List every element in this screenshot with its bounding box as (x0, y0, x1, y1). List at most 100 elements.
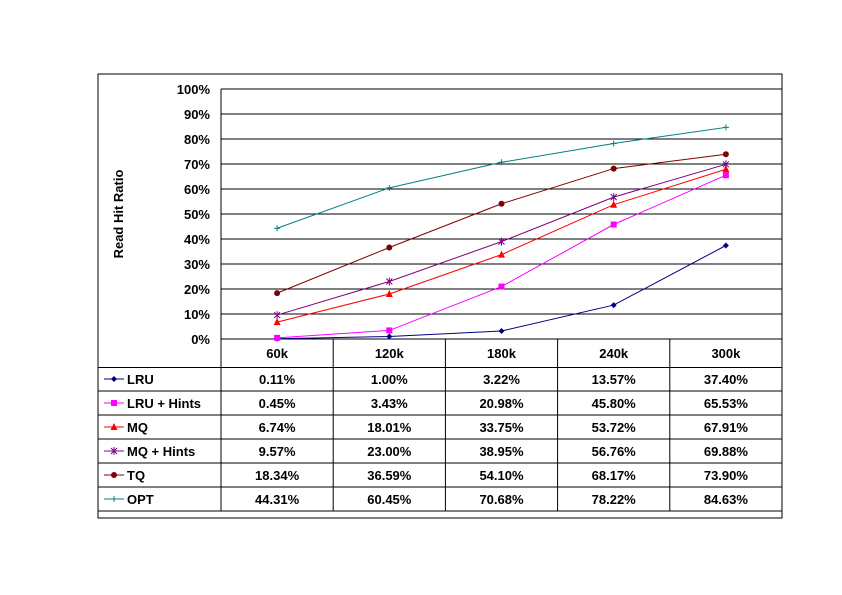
series-mq (273, 165, 730, 326)
data-point (610, 221, 617, 228)
legend-marker (111, 472, 117, 478)
data-point (722, 242, 729, 249)
x-tick-label: 60k (266, 346, 288, 361)
series-line (277, 245, 727, 340)
data-point (386, 327, 393, 334)
data-point (274, 290, 281, 297)
legend-marker (110, 447, 118, 455)
data-label: 44.31% (255, 492, 300, 507)
y-axis-label: Read Hit Ratio (111, 170, 126, 259)
data-label: 0.45% (259, 396, 296, 411)
series-opt (274, 124, 729, 232)
table-row: TQ 18.34% 36.59% 54.10% 68.17% 73.90% (104, 468, 748, 483)
y-tick-label: 10% (184, 307, 210, 322)
y-tick-label: 50% (184, 207, 210, 222)
data-label: 45.80% (592, 396, 637, 411)
y-tick-label: 40% (184, 232, 210, 247)
legend-marker (110, 423, 118, 430)
legend-label: OPT (127, 492, 154, 507)
y-tick-label: 60% (184, 182, 210, 197)
y-tick-label: 0% (191, 332, 210, 347)
data-label: 3.43% (371, 396, 408, 411)
data-label: 3.22% (483, 372, 520, 387)
y-tick-label: 80% (184, 132, 210, 147)
data-label: 84.63% (704, 492, 749, 507)
series-lines (273, 124, 730, 342)
x-tick-label: 240k (599, 346, 629, 361)
data-point (273, 318, 281, 326)
gridlines (220, 88, 782, 340)
data-label: 36.59% (367, 468, 412, 483)
data-point (498, 200, 505, 207)
data-label: 69.88% (704, 444, 749, 459)
y-tick-label: 90% (184, 107, 210, 122)
data-label: 33.75% (479, 420, 524, 435)
data-point (610, 200, 618, 208)
data-label: 38.95% (479, 444, 524, 459)
legend-label: TQ (127, 468, 145, 483)
data-label: 78.22% (592, 492, 637, 507)
data-point (498, 237, 505, 246)
legend-marker (111, 496, 117, 502)
x-tick-label: 120k (375, 346, 405, 361)
series-lru (274, 242, 729, 342)
series-line (276, 126, 726, 229)
y-tick-label: 100% (177, 82, 211, 97)
data-label: 0.11% (259, 372, 296, 387)
data-label: 9.57% (259, 444, 296, 459)
table-row: LRU + Hints 0.45% 3.43% 20.98% 45.80% 65.53% (104, 396, 748, 411)
table-row: OPT 44.31% 60.45% 70.68% 78.22% 84.63% (104, 492, 748, 507)
data-label: 68.17% (592, 468, 637, 483)
y-tick-label: 20% (184, 282, 210, 297)
data-label: 56.76% (592, 444, 637, 459)
legend-label: LRU + Hints (127, 396, 201, 411)
data-point (722, 124, 729, 131)
data-label: 65.53% (704, 396, 749, 411)
y-tick-label: 70% (184, 157, 210, 172)
data-point (610, 165, 617, 172)
table-row: MQ + Hints 9.57% 23.00% 38.95% 56.76% 69.88% (104, 444, 748, 459)
table-row: LRU 0.11% 1.00% 3.22% 13.57% 37.40% (104, 372, 748, 387)
series-mq-hints (273, 160, 730, 320)
data-point (385, 277, 393, 286)
data-point (722, 151, 729, 158)
data-point (273, 311, 281, 320)
data-label: 60.45% (367, 492, 412, 507)
data-label: 67.91% (704, 420, 749, 435)
data-label: 13.57% (592, 372, 637, 387)
data-point (498, 283, 505, 290)
chart-frame (97, 73, 783, 519)
data-point (498, 327, 505, 334)
x-tick-label: 300k (711, 346, 741, 361)
data-point (274, 334, 281, 341)
data-label: 18.34% (255, 468, 300, 483)
y-tick-label: 30% (184, 257, 210, 272)
series-line (276, 168, 727, 323)
series-line (276, 153, 726, 294)
legend-marker (111, 400, 117, 406)
data-label: 37.40% (704, 372, 749, 387)
x-tick-label: 180k (487, 346, 517, 361)
data-label: 53.72% (592, 420, 637, 435)
y-axis-ticks: 0% 10% 20% 30% 40% 50% 60% 70% 80% 90% 100% (177, 82, 211, 347)
data-point (722, 160, 730, 169)
data-point (386, 184, 393, 191)
data-point (386, 244, 393, 251)
legend-label: MQ (127, 420, 148, 435)
data-label: 1.00% (371, 372, 408, 387)
data-point (498, 159, 505, 166)
data-point (722, 172, 729, 179)
data-label: 6.74% (259, 420, 296, 435)
legend-label: MQ + Hints (127, 444, 195, 459)
data-point (610, 140, 617, 147)
data-label: 54.10% (479, 468, 524, 483)
table-row: MQ 6.74% 18.01% 33.75% 53.72% 67.91% (104, 420, 748, 435)
legend-marker (111, 376, 117, 382)
data-label: 23.00% (367, 444, 412, 459)
data-point (385, 289, 393, 297)
data-point (274, 225, 281, 232)
data-point (386, 333, 393, 340)
data-label: 18.01% (367, 420, 412, 435)
series-lru-hints (274, 172, 729, 341)
